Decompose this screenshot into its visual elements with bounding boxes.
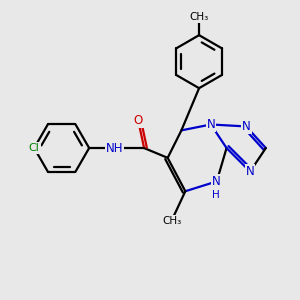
Text: N: N [246,165,254,178]
Text: CH₃: CH₃ [162,216,181,226]
Text: N: N [212,175,221,188]
Text: CH₃: CH₃ [189,13,209,22]
Text: Cl: Cl [29,143,40,153]
Text: O: O [134,114,143,127]
Text: NH: NH [106,142,123,154]
Text: N: N [206,118,215,131]
Text: H: H [212,190,220,200]
Text: N: N [242,120,250,133]
